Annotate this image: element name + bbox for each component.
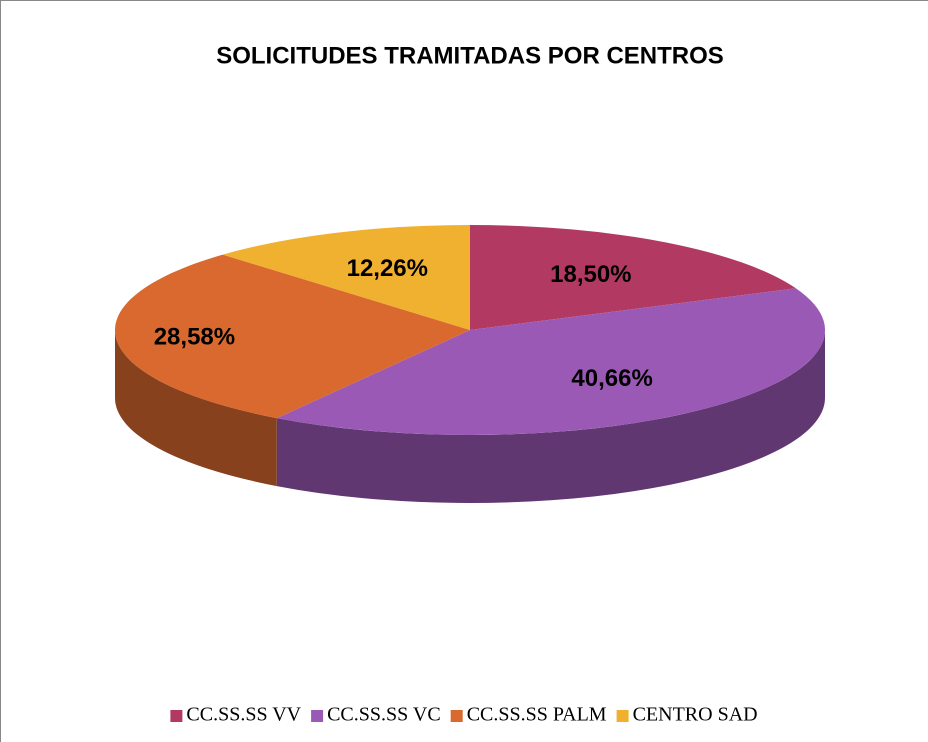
pie-slice: [222, 225, 470, 330]
pie-side: [276, 330, 826, 503]
data-labels: 18,50% 40,66% 28,58% 12,26%: [154, 255, 653, 392]
legend-item: CC.SS.SS VC: [311, 704, 441, 726]
legend-label: CENTRO SAD: [633, 704, 758, 726]
legend-label: CC.SS.SS VC: [327, 704, 441, 726]
data-label: 40,66%: [571, 365, 652, 392]
legend-item: CENTRO SAD: [616, 704, 758, 726]
legend-label: CC.SS.SS VV: [186, 704, 301, 726]
legend-swatch: [616, 710, 629, 722]
legend-swatch: [311, 710, 324, 722]
pie-tops: [114, 225, 826, 436]
legend-item: CC.SS.SS PALM: [450, 704, 607, 726]
pie-slice: [276, 288, 826, 436]
legend-swatch: [170, 710, 183, 722]
data-label: 28,58%: [154, 323, 235, 350]
pie-slice: [470, 225, 796, 330]
pie-slice: [114, 254, 470, 419]
legend: CC.SS.SS VV CC.SS.SS VC CC.SS.SS PALM CENTR…: [170, 704, 758, 726]
pie-side: [115, 330, 277, 487]
legend-label: CC.SS.SS PALM: [467, 704, 607, 726]
data-label: 18,50%: [550, 261, 631, 288]
legend-swatch: [450, 710, 463, 722]
data-label: 12,26%: [347, 255, 428, 282]
pie-sides: [115, 330, 826, 503]
chart-title: SOLICITUDES TRAMITADAS POR CENTROS: [216, 42, 724, 69]
legend-item: CC.SS.SS VV: [170, 704, 302, 726]
